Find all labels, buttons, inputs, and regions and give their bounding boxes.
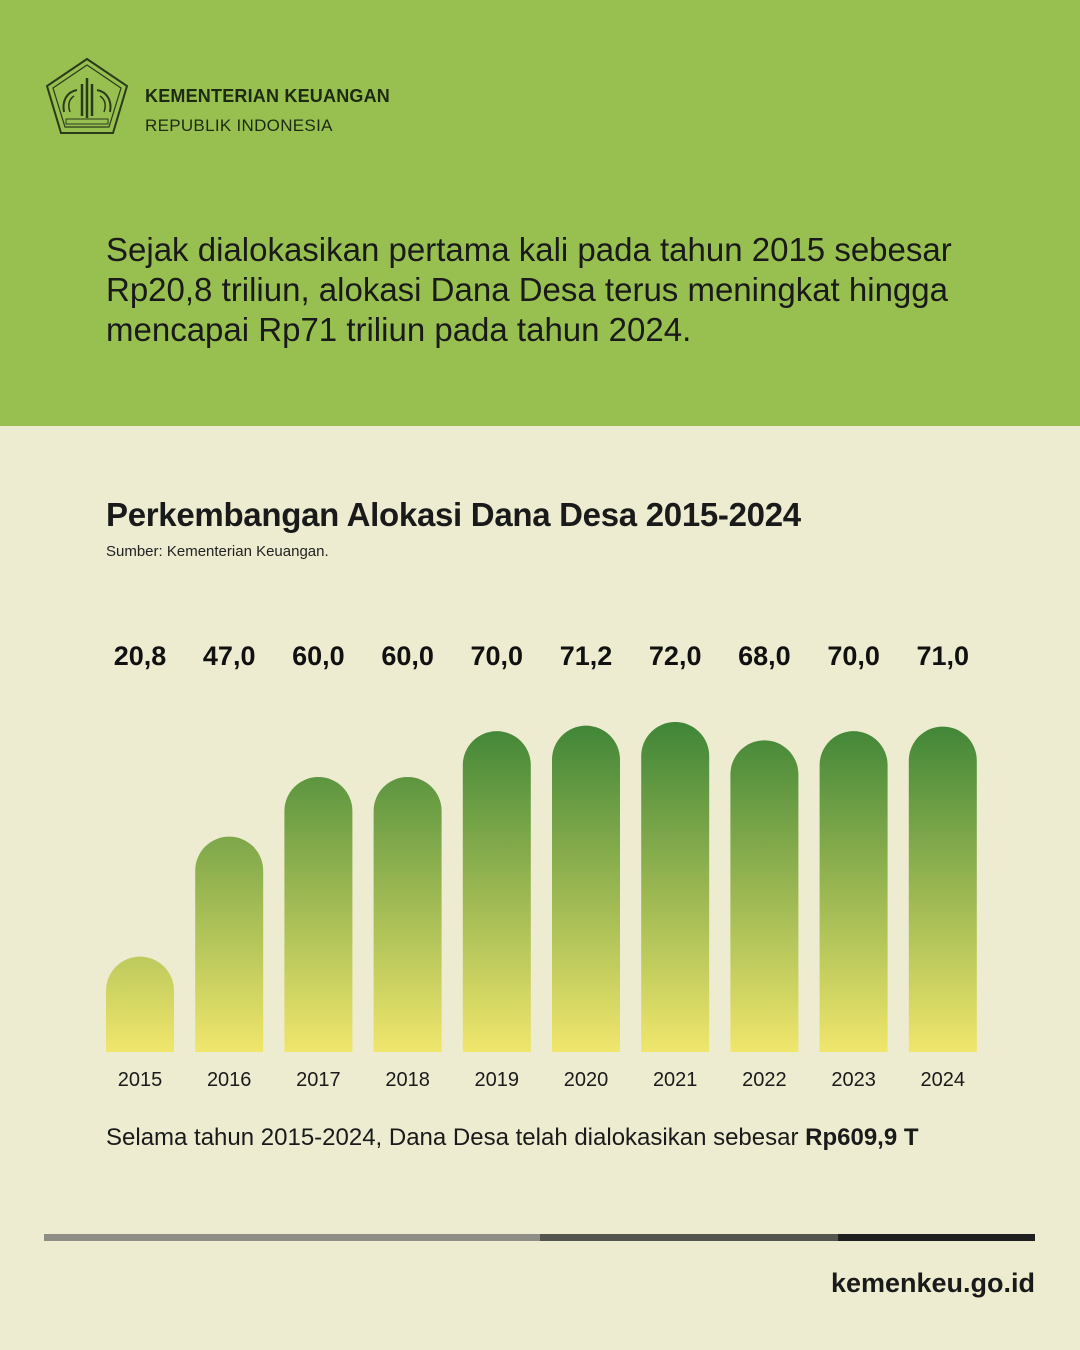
- value-label-2019: 70,0: [471, 641, 524, 671]
- year-label-2021: 2021: [653, 1069, 698, 1091]
- org-name: KEMENTERIAN KEUANGAN: [145, 86, 391, 106]
- year-label-2019: 2019: [475, 1069, 520, 1091]
- value-label-2017: 60,0: [292, 641, 345, 671]
- intro-text: Sejak dialokasikan pertama kali pada tah…: [106, 231, 952, 348]
- year-label-2015: 2015: [118, 1069, 163, 1091]
- bar-2019: [462, 731, 531, 1052]
- bar-2023: [819, 731, 888, 1052]
- year-label-2024: 2024: [921, 1069, 966, 1091]
- value-label-2015: 20,8: [114, 641, 167, 671]
- bar-2022: [730, 740, 799, 1052]
- divider-segment-dark: [838, 1234, 1035, 1241]
- value-label-2021: 72,0: [649, 641, 702, 671]
- divider-segment-light: [44, 1234, 540, 1241]
- org-subtitle: REPUBLIK INDONESIA: [145, 116, 333, 135]
- divider-segment-mid: [540, 1234, 838, 1241]
- footer-website: kemenkeu.go.id: [830, 1268, 1035, 1298]
- year-label-2020: 2020: [564, 1069, 609, 1091]
- bar-chart: 20,8 2015 47,0 2016 60,0 2017 60,0 2018 70,0 2019…: [106, 641, 977, 1091]
- bar-2015: [106, 956, 174, 1052]
- header-banner: KEMENTERIAN KEUANGAN REPUBLIK INDONESIA …: [0, 0, 1080, 426]
- value-label-2016: 47,0: [203, 641, 256, 671]
- org-block: KEMENTERIAN KEUANGAN REPUBLIK INDONESIA: [145, 86, 390, 136]
- summary-text: Selama tahun 2015-2024, Dana Desa telah …: [106, 1124, 919, 1152]
- year-label-2017: 2017: [296, 1069, 341, 1091]
- value-label-2022: 68,0: [738, 641, 791, 671]
- value-label-2018: 60,0: [381, 641, 434, 671]
- summary-label: Selama tahun 2015-2024, Dana Desa telah …: [106, 1124, 806, 1151]
- summary-total: Rp609,9 T: [805, 1124, 919, 1151]
- ministry-emblem-icon: [45, 57, 129, 134]
- year-label-2018: 2018: [385, 1069, 430, 1091]
- year-label-2023: 2023: [831, 1069, 876, 1091]
- bar-2016: [195, 836, 264, 1052]
- value-label-2020: 71,2: [560, 641, 613, 671]
- chart-title: Perkembangan Alokasi Dana Desa 2015-2024: [106, 496, 801, 533]
- bar-2018: [373, 777, 442, 1052]
- bar-2020: [552, 725, 620, 1052]
- value-label-2024: 71,0: [917, 641, 970, 671]
- year-label-2022: 2022: [742, 1069, 787, 1091]
- chart-source: Sumber: Kementerian Keuangan.: [106, 543, 329, 560]
- year-label-2016: 2016: [207, 1069, 252, 1091]
- value-label-2023: 70,0: [827, 641, 880, 671]
- bar-2024: [908, 726, 977, 1052]
- bar-2021: [641, 722, 710, 1052]
- bar-2017: [284, 777, 353, 1052]
